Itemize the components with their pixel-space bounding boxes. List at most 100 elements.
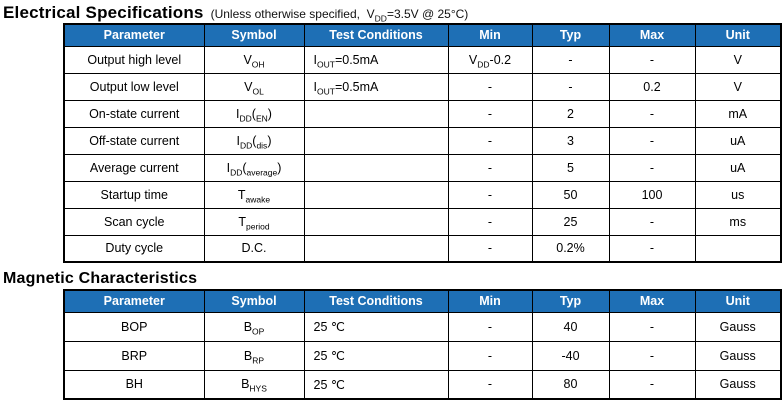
table-cell	[303, 234, 449, 263]
magnetic-characteristics-table: Parameter Symbol Test Conditions Min Typ Max U…	[63, 289, 782, 400]
table-cell: -	[608, 153, 696, 182]
table-cell: Off-state current	[63, 126, 205, 155]
column-header: Unit	[694, 23, 782, 47]
electrical-specifications-section: Electrical Specifications (Unless otherw…	[0, 0, 782, 263]
table-cell: -	[608, 369, 696, 400]
table-cell: -	[447, 99, 533, 128]
table-cell	[303, 153, 449, 182]
table-cell: 100	[608, 180, 696, 209]
column-header: Typ	[531, 289, 610, 313]
table-row: Output high level VOH IOUT=0.5mA VDD-0.2- - V	[63, 45, 782, 74]
table-cell: 5	[531, 153, 610, 182]
electrical-specifications-table: Parameter Symbol Test Conditions Min Typ Max U…	[63, 23, 782, 263]
table-cell: -	[447, 207, 533, 236]
table-cell: 50	[531, 180, 610, 209]
table-cell: Gauss	[694, 340, 782, 371]
column-header: Min	[447, 289, 533, 313]
table-cell: D.C.	[203, 234, 305, 263]
table-cell: ms	[694, 207, 782, 236]
electrical-subtitle: (Unless otherwise specified, VDD=3.5V @ …	[210, 7, 469, 24]
electrical-title: Electrical Specifications	[3, 3, 204, 22]
table-cell: -	[608, 234, 696, 263]
table-cell: -	[447, 234, 533, 263]
table-cell: Output low level	[63, 72, 205, 101]
table-row: BH BHYS 25 ℃ -80- Gauss	[63, 369, 782, 400]
table-cell: -40	[531, 340, 610, 371]
column-header: Unit	[694, 289, 782, 313]
table-cell: 3	[531, 126, 610, 155]
table-row: Output low level VOL IOUT=0.5mA - -0.2 V	[63, 72, 782, 101]
table-cell: BOP	[63, 311, 205, 342]
table-cell: -	[447, 72, 533, 101]
table-cell: -	[447, 340, 533, 371]
table-cell: IOUT=0.5mA	[303, 72, 449, 101]
table-cell	[303, 99, 449, 128]
table-row: Startup time Tawake -50 100 us	[63, 180, 782, 209]
table-cell: V	[694, 45, 782, 74]
table-cell: -	[608, 45, 696, 74]
column-header: Typ	[531, 23, 610, 47]
table-cell: Tawake	[203, 180, 305, 209]
table-cell: Output high level	[63, 45, 205, 74]
table-cell: VOH	[203, 45, 305, 74]
table-cell: BOP	[203, 311, 305, 342]
table-cell: -	[531, 45, 610, 74]
column-header: Test Conditions	[303, 23, 449, 47]
table-cell: us	[694, 180, 782, 209]
column-header: Max	[608, 23, 696, 47]
column-header: Parameter	[63, 289, 205, 313]
table-cell: -	[447, 126, 533, 155]
magnetic-characteristics-section: Magnetic Characteristics Parameter Symbol…	[0, 267, 782, 400]
table-cell: -	[608, 99, 696, 128]
table-cell: Tperiod	[203, 207, 305, 236]
table-cell: 25 ℃	[303, 340, 449, 371]
table-cell: 25 ℃	[303, 369, 449, 400]
column-header: Test Conditions	[303, 289, 449, 313]
table-cell: uA	[694, 153, 782, 182]
table-cell: BRP	[63, 340, 205, 371]
table-cell: IDD(average)	[203, 153, 305, 182]
header-row: Parameter Symbol Test Conditions Min Typ Max U…	[63, 289, 782, 313]
table-row: BRP BRP 25 ℃ - -40- Gauss	[63, 340, 782, 371]
magnetic-title: Magnetic Characteristics	[3, 270, 198, 287]
table-cell: -	[447, 311, 533, 342]
table-cell: -	[447, 153, 533, 182]
table-cell: 40	[531, 311, 610, 342]
table-row: BOP BOP 25 ℃ -40- Gauss	[63, 311, 782, 342]
table-cell: 25	[531, 207, 610, 236]
table-cell: mA	[694, 99, 782, 128]
column-header: Min	[447, 23, 533, 47]
table-cell: -	[608, 207, 696, 236]
table-cell: Gauss	[694, 311, 782, 342]
table-row: Off-state current IDD(dis) -3- uA	[63, 126, 782, 155]
table-cell: -	[447, 180, 533, 209]
table-cell: -	[447, 369, 533, 400]
table-cell: uA	[694, 126, 782, 155]
table-cell: -	[608, 126, 696, 155]
table-cell: Scan cycle	[63, 207, 205, 236]
column-header: Parameter	[63, 23, 205, 47]
table-cell: VDD-0.2	[447, 45, 533, 74]
table-cell: Startup time	[63, 180, 205, 209]
table-cell: On-state current	[63, 99, 205, 128]
table-cell: BHYS	[203, 369, 305, 400]
header-row: Parameter Symbol Test Conditions Min Typ Max U…	[63, 23, 782, 47]
table-cell: BH	[63, 369, 205, 400]
table-cell: 80	[531, 369, 610, 400]
table-cell	[303, 180, 449, 209]
table-cell: 25 ℃	[303, 311, 449, 342]
table-cell: V	[694, 72, 782, 101]
magnetic-heading: Magnetic Characteristics	[0, 267, 782, 289]
table-row: Duty cycle D.C. -0.2% -	[63, 234, 782, 263]
table-cell	[303, 126, 449, 155]
column-header: Symbol	[203, 23, 305, 47]
column-header: Symbol	[203, 289, 305, 313]
table-row: Scan cycle Tperiod -25- ms	[63, 207, 782, 236]
table-cell: 0.2	[608, 72, 696, 101]
table-cell: -	[531, 72, 610, 101]
table-row: On-state current IDD(EN) -2- mA	[63, 99, 782, 128]
table-cell: 2	[531, 99, 610, 128]
electrical-heading: Electrical Specifications (Unless otherw…	[0, 0, 782, 23]
table-cell: IDD(EN)	[203, 99, 305, 128]
table-cell: BRP	[203, 340, 305, 371]
